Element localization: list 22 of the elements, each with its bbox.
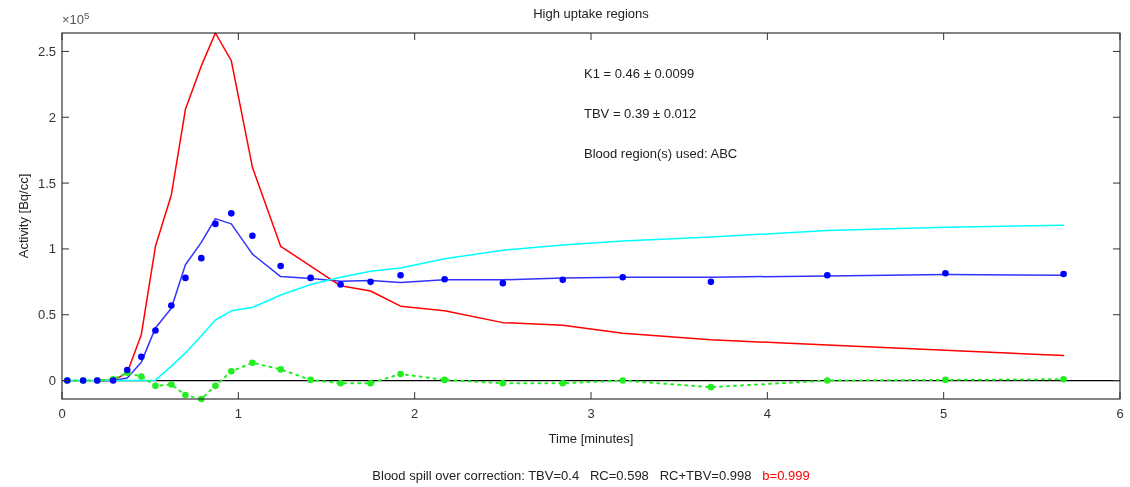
chart-title: High uptake regions [533,6,650,21]
x-tick-label: 4 [763,406,771,421]
text: Blood spill over correction: TBV=0.4 RC=0.598 RC+TBV=0.998 [372,468,752,483]
annotation: K1 = 0.46 ± 0.0099 [584,66,695,81]
x-tick-label: 2 [411,406,419,421]
x-axis-title: Time [minutes] [548,431,634,446]
y-axis-title: Activity [Bq/cc] [16,173,31,259]
x-tick-label: 6 [1116,406,1124,421]
y-tick-label: 1.5 [37,175,56,191]
text: ×10$^{5}$ [62,9,91,27]
annotation: TBV = 0.39 ± 0.012 [584,106,697,121]
y-tick-label: 1 [48,241,56,257]
x-tick-label: 5 [940,406,948,421]
annotation: Blood region(s) used: ABC [584,146,738,161]
x-tick-label: 0 [58,406,66,421]
y-tick-label: 0 [48,373,56,389]
text: b=0.999 [751,468,810,483]
x-tick-label: 3 [587,406,595,421]
y-tick-label: 2 [48,109,56,125]
y-tick-label: 2.5 [37,43,56,59]
y-tick-label: 0.5 [37,307,56,323]
x-tick-label: 1 [234,406,242,421]
